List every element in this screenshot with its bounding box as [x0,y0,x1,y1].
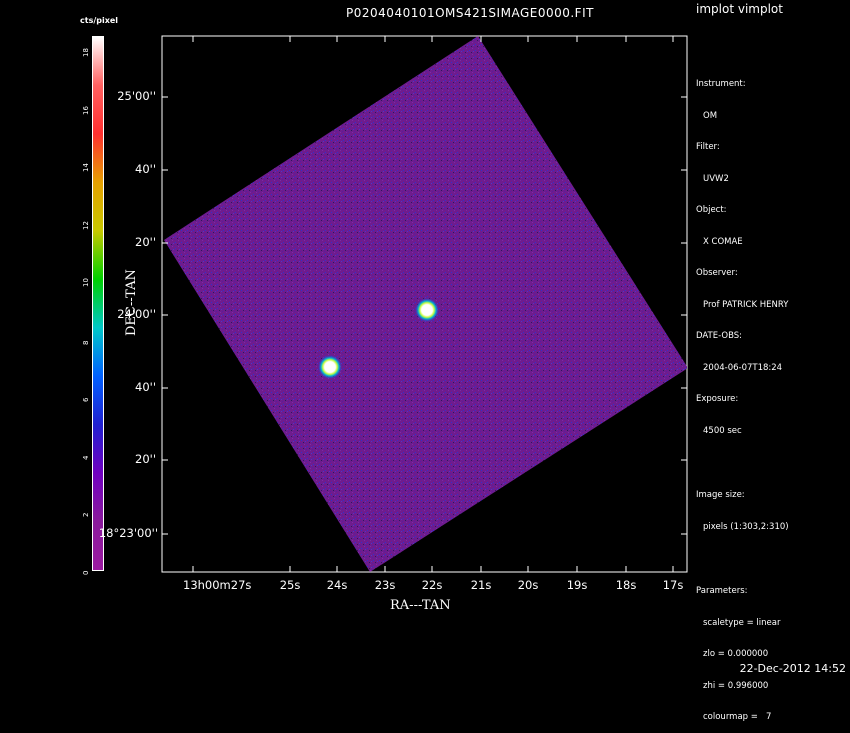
x-tick-label: 13h00m27s [183,578,252,592]
instrument-value: OM [703,110,718,121]
observer-value: Prof PATRICK HENRY [703,299,789,310]
x-tick-label: 21s [470,578,492,592]
zhi-value: zhi = 0.996000 [703,680,769,691]
parameters-label: Parameters: [696,586,748,596]
y-tick-label: 20'' [135,452,156,466]
timestamp: 22-Dec-2012 14:52 [739,662,846,675]
colourmap-value: colourmap = 7 [703,712,772,722]
object-value: X COMAE [703,236,743,247]
source-2 [318,355,342,379]
y-axis-ticks [162,96,687,535]
x-tick-label: 23s [374,578,396,592]
image-size-value: pixels (1:303,2:310) [703,521,789,532]
x-axis-ticks [192,36,674,572]
observer-label: Observer: [696,268,738,278]
x-tick-label: 20s [517,578,539,592]
date-label: DATE-OBS: [696,331,743,341]
colorbar-label: cts/pixel [80,16,119,25]
y-tick-label: 24'00'' [117,307,156,321]
instrument-label: Instrument: [696,79,746,89]
y-tick-label: 25'00'' [117,89,156,103]
plot-frame [161,35,688,573]
y-tick-label: 20'' [135,235,156,249]
x-tick-label: 25s [279,578,301,592]
zlo-value: zlo = 0.000000 [703,649,769,659]
exposure-label: Exposure: [696,394,739,404]
exposure-value: 4500 sec [703,425,742,436]
filter-label: Filter: [696,142,720,152]
image-size-label: Image size: [696,490,745,500]
colorbar [92,36,104,571]
info-panel: Instrument: OM Filter: UVW2 Object: X CO… [696,58,789,733]
object-label: Object: [696,205,727,215]
program-name: implot vimplot [696,2,783,16]
x-tick-label: 18s [615,578,637,592]
x-tick-label: 17s [662,578,684,592]
y-tick-label: 18°23'00'' [98,526,158,540]
source-1 [415,298,439,322]
plot-title: P0204040101OMS421SIMAGE0000.FIT [346,6,594,20]
x-tick-label: 24s [326,578,348,592]
y-tick-label: 40'' [135,380,156,394]
scaletype-value: scaletype = linear [703,617,781,628]
x-axis-label: RA---TAN [390,598,451,613]
x-tick-label: 19s [566,578,588,592]
date-value: 2004-06-07T18:24 [703,362,783,373]
image-plot [161,35,688,573]
filter-value: UVW2 [703,173,729,184]
x-tick-label: 22s [421,578,443,592]
y-axis-label: DEC--TAN [124,269,139,336]
y-tick-label: 40'' [135,162,156,176]
